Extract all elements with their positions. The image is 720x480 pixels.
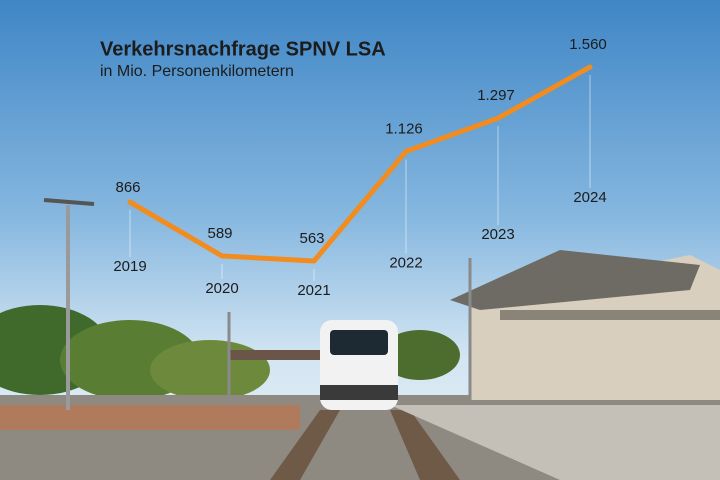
x-tick-label: 2020 [205, 280, 238, 297]
value-label: 589 [207, 225, 232, 242]
value-label: 563 [299, 230, 324, 247]
x-tick-label: 2024 [573, 189, 606, 206]
value-label: 1.126 [385, 120, 423, 137]
value-label: 866 [115, 179, 140, 196]
x-tick-label: 2022 [389, 254, 422, 271]
value-label: 1.560 [569, 36, 607, 53]
chart-title: Verkehrsnachfrage SPNV LSA [100, 38, 386, 60]
x-tick-label: 2023 [481, 226, 514, 243]
chart-subtitle: in Mio. Personenkilometern [100, 63, 294, 80]
x-tick-label: 2019 [113, 258, 146, 275]
x-tick-label: 2021 [297, 282, 330, 299]
data-line [127, 64, 593, 264]
value-label: 1.297 [477, 87, 515, 104]
